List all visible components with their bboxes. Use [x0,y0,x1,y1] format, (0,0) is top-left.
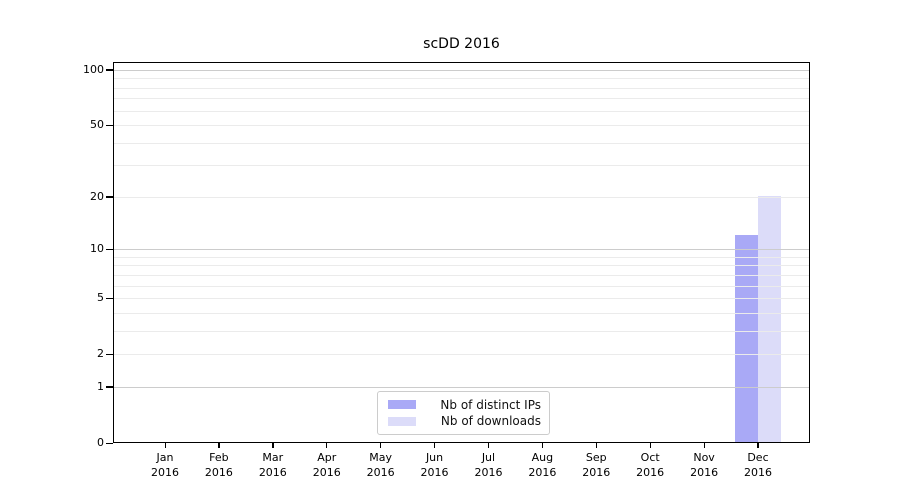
y-tick-label: 20 [90,189,104,203]
x-tick-label-line: 2016 [420,465,449,479]
y-tick-label: 0 [97,436,104,449]
x-tick-label-line: Jun [425,451,444,464]
x-tick-label-line: Jul [481,451,496,464]
legend-swatch-distinct-ips-icon [388,400,416,410]
legend-item-distinct-ips: Nb of distinct IPs [386,398,541,412]
legend: Nb of distinct IPs Nb of downloads [377,391,550,435]
x-tick-label: Jun 2016 [407,451,463,480]
x-tick-label-line: Dec [747,451,769,464]
y-tick-label: 1 [97,379,104,393]
y-tick-label: 10 [90,242,104,256]
y-tick-label: 2 [97,347,104,361]
gridline-minor [114,312,809,314]
gridline-minor [114,165,809,167]
gridline-minor [114,285,809,287]
gridline-minor [114,298,809,300]
gridline-minor [114,78,809,80]
x-tick-label: Oct 2016 [622,451,678,480]
bar-downloads-dec-2016 [757,195,781,442]
x-tick-mark [434,443,436,448]
gridline-minor [114,142,809,144]
y-tick-mark [106,69,113,71]
y-tick-mark [106,124,113,126]
legend-label-downloads: Nb of downloads [440,414,541,429]
x-tick-label-line: 2016 [582,465,611,479]
y-tick-label: 100 [83,62,104,76]
y-tick-label: 5 [97,291,104,305]
x-tick-label-line: 2016 [474,465,503,479]
gridline-minor [114,330,809,332]
x-tick-label: May 2016 [353,451,409,480]
x-tick-label: Dec 2016 [730,451,786,480]
x-tick-mark [649,443,651,448]
x-tick-label-line: Mar [262,451,284,464]
gridline-minor [114,98,809,100]
x-tick-label-line: Apr [317,451,337,464]
x-tick-label: Mar 2016 [245,451,301,480]
y-tick-mark [106,442,113,444]
legend-swatch-downloads-icon [388,416,416,426]
x-tick-label-line: 2016 [312,465,341,479]
x-tick-mark [164,443,166,448]
gridline-minor [114,110,809,112]
gridline-minor [114,274,809,276]
x-tick-label: Aug 2016 [514,451,570,480]
y-tick-mark [106,386,113,388]
x-tick-label-line: 2016 [528,465,557,479]
x-tick-label-line: May [369,451,392,464]
legend-label-distinct-ips: Nb of distinct IPs [440,397,541,412]
x-tick-label: Apr 2016 [299,451,355,480]
gridline-minor [114,196,809,198]
x-tick-mark [218,443,220,448]
y-tick-mark [106,353,113,355]
gridline-minor [114,354,809,356]
chart-title: scDD 2016 [423,36,500,52]
x-tick-label-line: 2016 [204,465,233,479]
x-tick-label: Nov 2016 [676,451,732,480]
legend-item-downloads: Nb of downloads [386,414,541,428]
x-tick-mark [703,443,705,448]
x-tick-label-line: 2016 [690,465,719,479]
x-tick-label-line: 2016 [743,465,772,479]
x-tick-label-line: 2016 [258,465,287,479]
gridline-major [114,249,809,251]
x-tick-mark [757,443,759,448]
x-tick-label: Jan 2016 [137,451,193,480]
x-tick-mark [272,443,274,448]
x-tick-mark [541,443,544,448]
gridline-minor [114,125,809,127]
x-tick-mark [595,443,597,448]
gridline-minor [114,87,809,89]
x-tick-label-line: Feb [209,451,229,464]
x-tick-label-line: Sep [585,451,607,464]
x-tick-mark [380,443,382,448]
x-tick-label-line: 2016 [636,465,665,479]
gridline-minor [114,265,809,267]
x-tick-label-line: 2016 [366,465,395,479]
x-tick-label: Feb 2016 [191,451,247,480]
gridline-major [114,69,809,71]
y-tick-mark [106,248,113,250]
x-tick-label: Jul 2016 [460,451,516,480]
x-tick-mark [487,443,490,448]
y-tick-mark [106,297,113,299]
x-tick-label-line: Oct [640,451,660,464]
gridline-major [114,386,809,388]
x-tick-label: Sep 2016 [568,451,624,480]
y-tick-mark [106,196,113,198]
x-tick-mark [326,443,328,448]
x-tick-label-line: Nov [693,451,715,464]
x-tick-label-line: 2016 [151,465,179,479]
x-tick-label-line: Jan [156,451,174,464]
gridline-minor [114,256,809,258]
plot-area [113,62,810,443]
x-tick-label-line: Aug [531,451,554,464]
y-tick-label: 50 [90,118,104,132]
